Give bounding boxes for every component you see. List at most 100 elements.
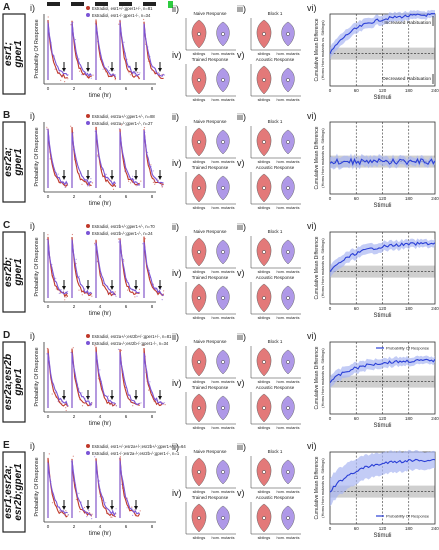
data-point (154, 180, 156, 182)
stimuli-tick-label: 120 (379, 526, 387, 531)
data-point (61, 402, 63, 404)
violin-xtick: siblings (258, 490, 271, 494)
block-arrowhead (110, 176, 114, 180)
panel-letter: E (3, 440, 10, 451)
data-point (91, 518, 93, 520)
time-tick-label: 4 (99, 304, 102, 309)
data-point (72, 347, 74, 349)
violin-xtick: hom. mutants (211, 490, 234, 494)
block-arrowhead (134, 68, 138, 72)
time-tick-label: 8 (151, 414, 154, 419)
time-tick-label: 2 (73, 524, 76, 529)
time-tick-label: 8 (151, 194, 154, 199)
data-point (94, 456, 96, 458)
siblings-curve (47, 346, 164, 408)
siblings-curve (47, 19, 164, 80)
violin-xtick: hom. mutants (211, 52, 234, 56)
data-point (132, 175, 134, 177)
data-point (51, 393, 53, 395)
data-point (111, 516, 113, 518)
stimuli-tick-label: 60 (354, 416, 360, 421)
data-point (163, 290, 165, 292)
data-point (130, 401, 132, 403)
data-point (132, 405, 134, 407)
stimuli-tick-label: 120 (379, 306, 387, 311)
data-point (131, 506, 133, 508)
siblings-curve (47, 126, 164, 188)
violin-mutants-median (221, 296, 225, 300)
genotype-box (2, 121, 26, 203)
subpanel-iv-label: iv) (172, 488, 182, 498)
data-point (117, 348, 120, 350)
data-point (58, 71, 60, 73)
data-point (99, 480, 101, 482)
data-point (92, 74, 94, 76)
data-point (136, 185, 138, 187)
stimuli-tick-label: 240 (431, 416, 439, 421)
data-point (81, 405, 84, 407)
cmd-y-label-1: Cumulative Mean Difference (314, 18, 320, 81)
data-point (97, 154, 99, 156)
violin-title-trained: Trained Response (192, 275, 229, 280)
time-x-label: time (hr) (89, 93, 111, 99)
data-point (55, 67, 57, 70)
violin-xtick: siblings (193, 536, 206, 540)
data-point (136, 295, 138, 297)
stimulus-block-marker (143, 2, 156, 6)
time-tick-label: 6 (125, 194, 128, 199)
data-point (46, 128, 48, 130)
data-point (139, 510, 141, 512)
data-point (120, 124, 123, 126)
violin-mutants-median (286, 406, 290, 410)
data-point (46, 126, 48, 128)
data-point (94, 242, 96, 244)
violin-mutants-median (286, 470, 290, 474)
time-tick-label: 2 (73, 86, 76, 91)
time-tick-label: 0 (47, 194, 50, 199)
subpanel-i-label: i) (30, 111, 35, 121)
data-point (161, 299, 163, 301)
subpanel-iv-label: iv) (172, 50, 182, 60)
prob-y-label: Probability Of Response (34, 347, 40, 406)
violin-xtick: siblings (193, 98, 206, 102)
data-point (97, 156, 99, 158)
violin-xtick: hom. mutants (211, 270, 234, 274)
violin-xtick: hom. mutants (211, 316, 234, 320)
data-point (55, 288, 57, 290)
violin-siblings-median (197, 32, 201, 36)
data-point (64, 69, 66, 71)
data-point (100, 276, 102, 278)
block-arrowhead (86, 396, 90, 400)
data-point (118, 128, 120, 130)
stimuli-tick-label: 240 (431, 88, 439, 93)
block-arrowhead (110, 286, 114, 290)
data-point (91, 295, 93, 297)
data-point (107, 395, 109, 397)
violin-title-acoustic: Acoustic Response (256, 385, 295, 390)
violin-xtick: siblings (258, 98, 271, 102)
data-point (48, 453, 50, 455)
data-point (64, 81, 66, 83)
violin-mutants-median (286, 140, 290, 144)
data-point (136, 72, 138, 74)
cmd-line (329, 358, 436, 384)
data-point (114, 79, 116, 81)
violin-siblings-median (262, 406, 266, 410)
time-tick-label: 8 (151, 304, 154, 309)
data-point (119, 457, 121, 460)
data-point (126, 507, 128, 509)
violin-title-trained: Trained Response (192, 57, 229, 62)
time-tick-label: 4 (99, 414, 102, 419)
violin-siblings-median (197, 470, 201, 474)
violin-xtick: siblings (258, 206, 271, 210)
legend-entry: Estradiol, esr2b-/-;gper1-/-, n=24 (92, 231, 153, 236)
subpanel-vi-label: vi) (307, 441, 317, 451)
violin-title-acoustic: Acoustic Response (256, 57, 295, 62)
block-arrowhead (158, 176, 162, 180)
data-point (94, 23, 97, 25)
data-point (90, 77, 92, 79)
data-point (94, 345, 96, 347)
panel-letter: D (3, 330, 10, 341)
time-x-label: time (hr) (89, 311, 111, 317)
violin-xtick: siblings (193, 160, 206, 164)
